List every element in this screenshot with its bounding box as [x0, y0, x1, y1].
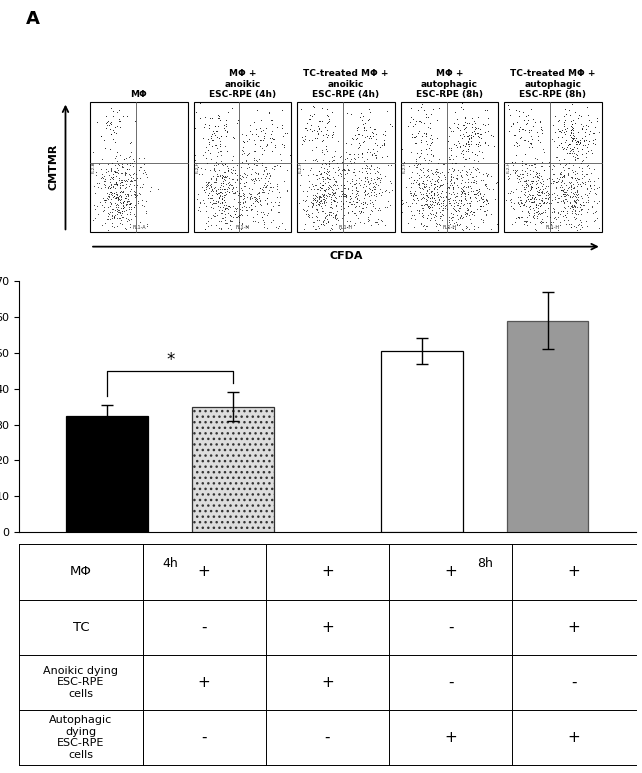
Text: -: -: [571, 675, 577, 690]
Text: FL1-A: FL1-A: [132, 225, 146, 230]
Text: MΦ: MΦ: [130, 90, 147, 99]
Bar: [66, 416, 148, 532]
Text: +: +: [321, 675, 334, 690]
Text: CFDA: CFDA: [329, 250, 363, 261]
Text: *: *: [166, 351, 175, 369]
Bar: [194, 102, 291, 232]
Text: Anoikic dying
ESC-RPE
cells: Anoikic dying ESC-RPE cells: [44, 666, 118, 699]
Text: TC: TC: [73, 621, 89, 634]
Text: FL2-A: FL2-A: [92, 162, 96, 172]
Text: FL1-H: FL1-H: [339, 225, 353, 230]
Bar: [381, 351, 463, 532]
Text: TC-treated MΦ +
anoikic
ESC-RPE (4h): TC-treated MΦ + anoikic ESC-RPE (4h): [303, 70, 388, 99]
Text: FL1-H: FL1-H: [546, 225, 560, 230]
Text: CMTMR: CMTMR: [48, 144, 58, 190]
Bar: [401, 102, 498, 232]
Text: +: +: [444, 730, 457, 745]
Text: FL1-H: FL1-H: [236, 225, 250, 230]
Text: 4h: 4h: [162, 557, 178, 570]
Text: MΦ +
anoikic
ESC-RPE (4h): MΦ + anoikic ESC-RPE (4h): [209, 70, 276, 99]
Text: MΦ +
autophagic
ESC-RPE (8h): MΦ + autophagic ESC-RPE (8h): [416, 70, 483, 99]
Text: 8h: 8h: [477, 557, 492, 570]
Text: Autophagic
dying
ESC-RPE
cells: Autophagic dying ESC-RPE cells: [49, 715, 112, 760]
Bar: [297, 102, 395, 232]
Text: +: +: [444, 564, 457, 580]
Text: +: +: [198, 675, 211, 690]
Text: -: -: [325, 730, 330, 745]
Text: FL2-H: FL2-H: [403, 161, 406, 173]
Text: -: -: [202, 620, 207, 635]
Text: +: +: [321, 620, 334, 635]
Text: +: +: [568, 730, 580, 745]
Text: +: +: [568, 564, 580, 580]
Text: TC-treated MΦ +
autophagic
ESC-RPE (8h): TC-treated MΦ + autophagic ESC-RPE (8h): [510, 70, 596, 99]
Text: -: -: [448, 620, 453, 635]
Text: MΦ: MΦ: [70, 566, 92, 578]
Text: FL1-H: FL1-H: [442, 225, 456, 230]
Text: +: +: [198, 564, 211, 580]
Text: FL2-H: FL2-H: [506, 161, 510, 173]
Bar: [90, 102, 187, 232]
Text: FL2-H: FL2-H: [196, 161, 200, 173]
Text: -: -: [448, 675, 453, 690]
Text: +: +: [321, 564, 334, 580]
Bar: [505, 102, 602, 232]
Text: A: A: [26, 10, 39, 29]
Text: -: -: [202, 730, 207, 745]
Text: FL2-H: FL2-H: [299, 161, 303, 173]
Bar: [192, 407, 274, 532]
Bar: [507, 321, 589, 532]
Text: +: +: [568, 620, 580, 635]
